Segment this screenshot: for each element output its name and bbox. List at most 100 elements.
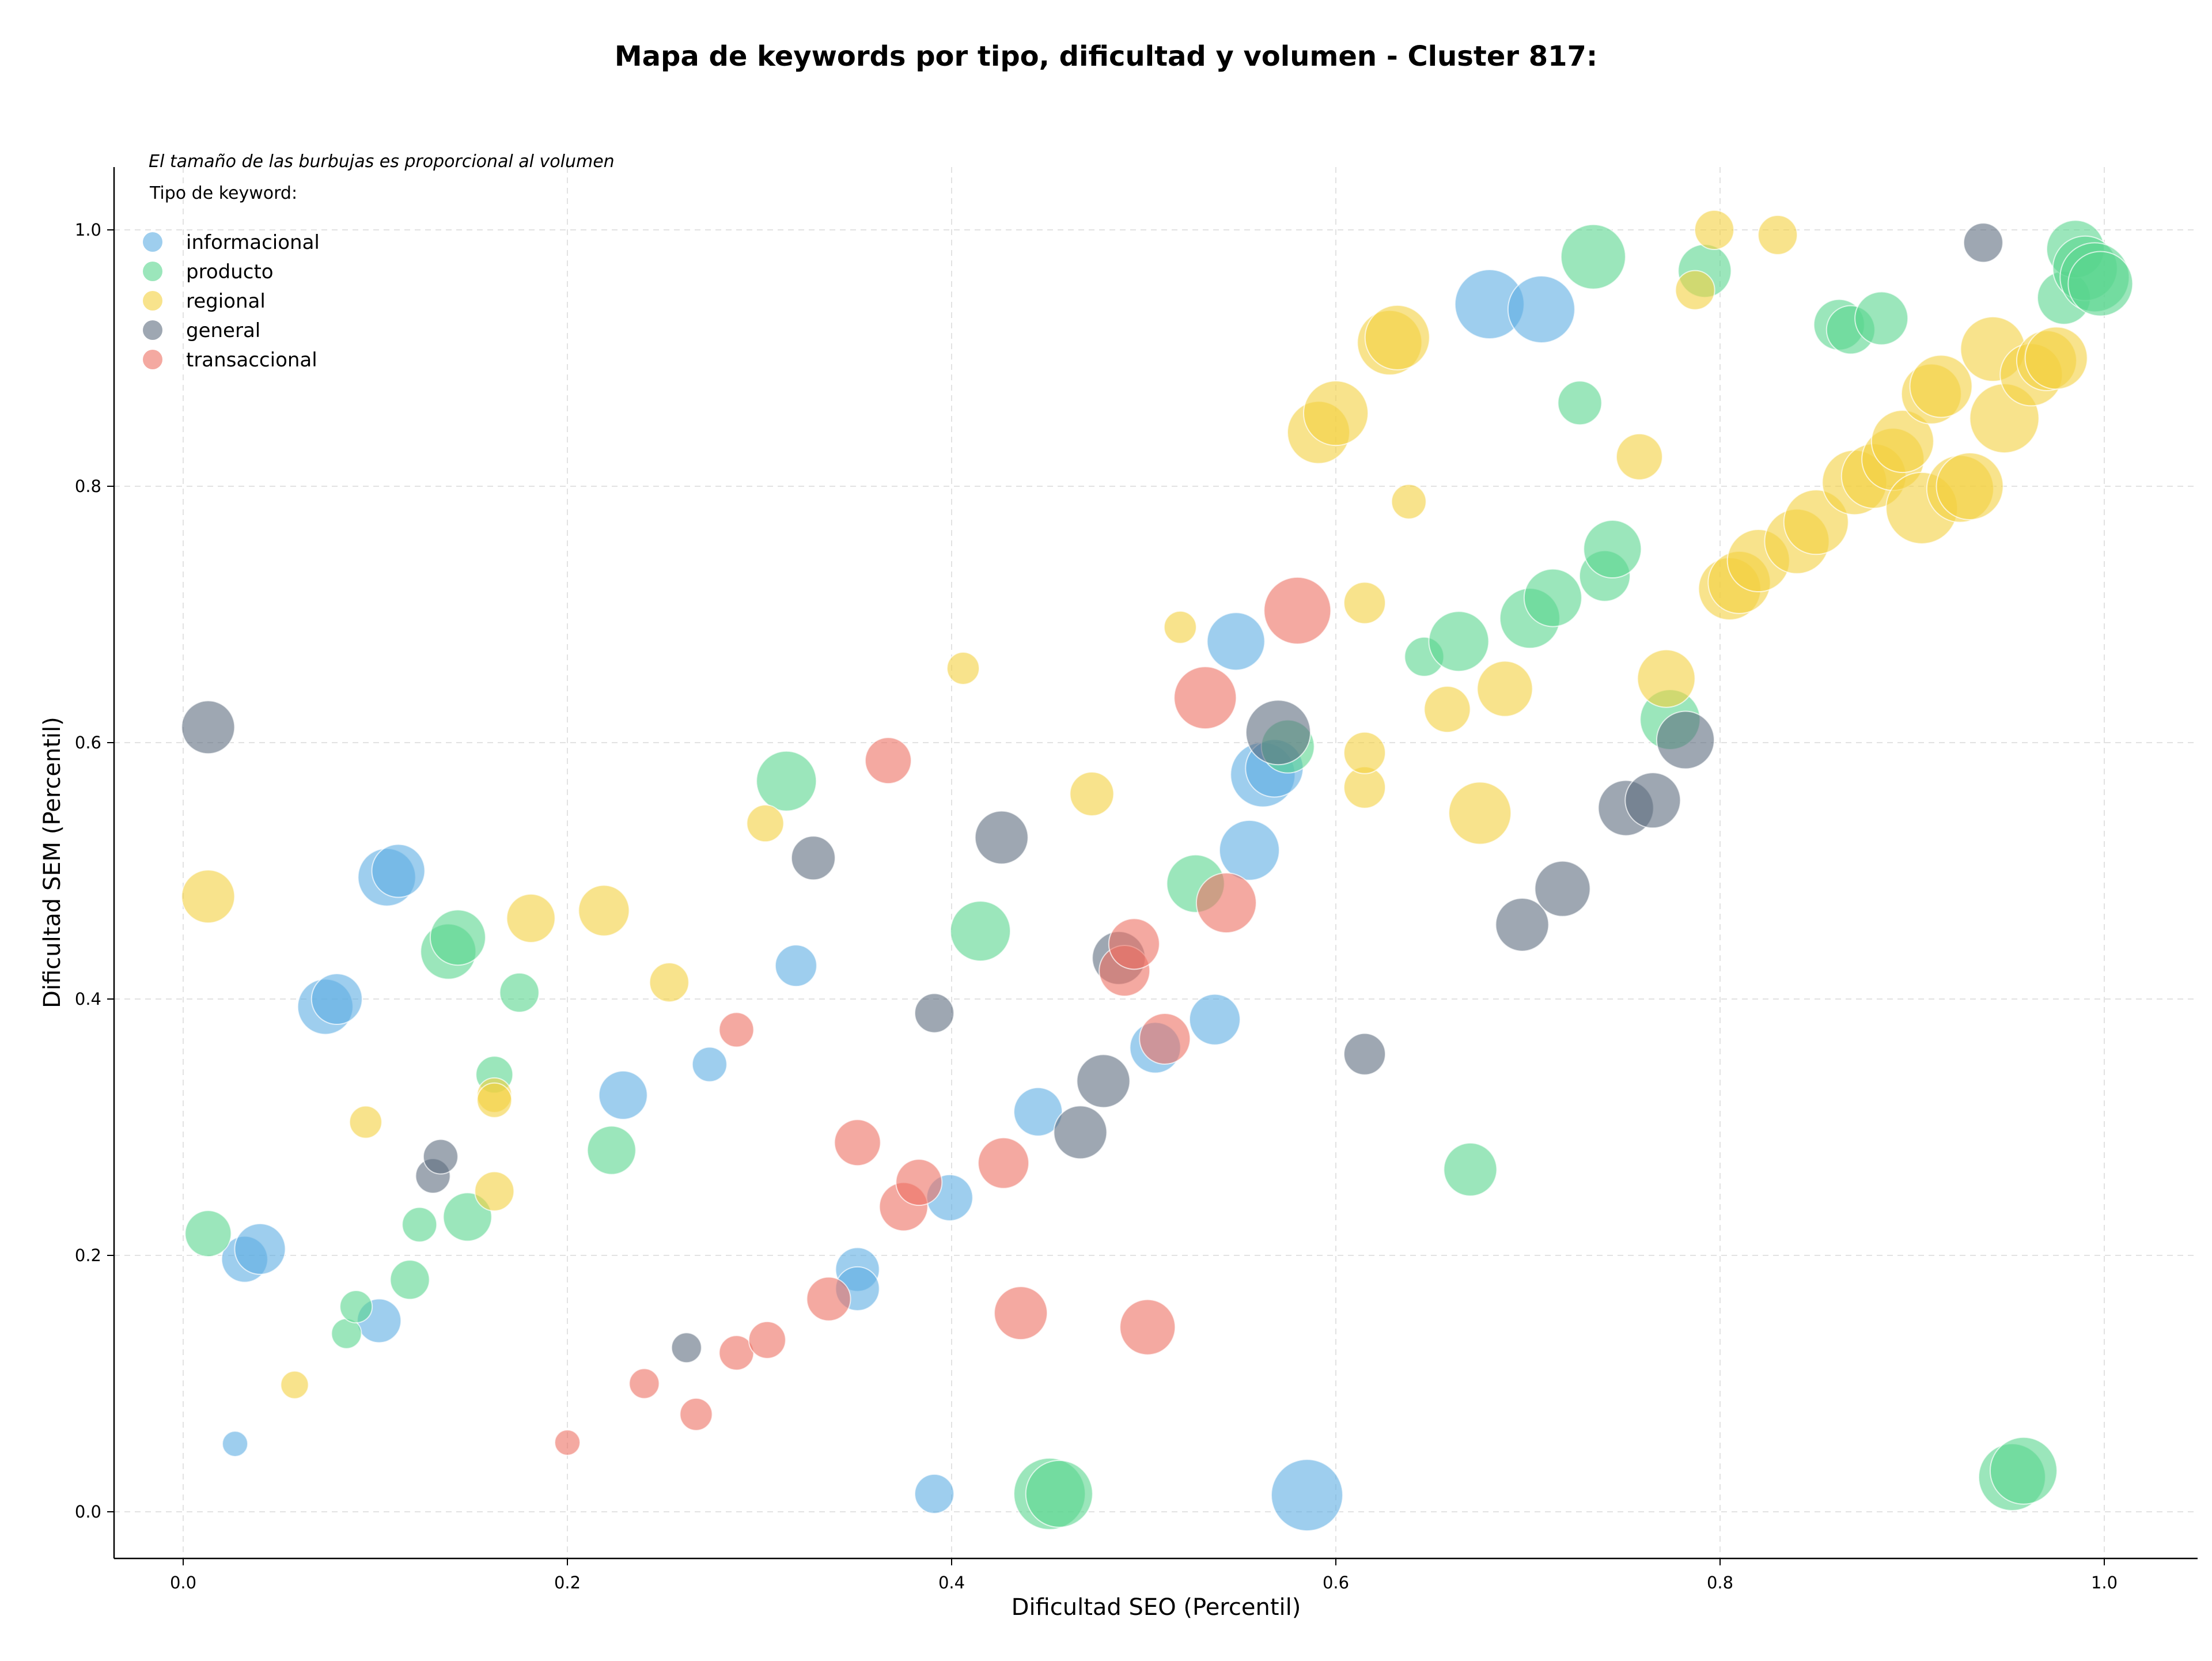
data-point-transaccional [834,1119,881,1167]
x-ticks: 0.0 0.2 0.4 0.6 0.8 1.0 [170,1558,2118,1592]
data-point-producto [1025,1459,1093,1528]
data-point-producto [1989,1436,2058,1505]
y-tick-label: 1.0 [75,220,101,240]
data-point-informacional [914,1473,955,1514]
data-point-producto [756,750,817,812]
data-point-producto [1583,520,1642,579]
data-point-regional [1694,210,1734,250]
legend-label-producto: producto [186,260,274,283]
x-tick-label: 0.4 [938,1573,965,1592]
data-point-regional [1870,410,1934,474]
data-point-producto [389,1259,430,1300]
data-point-regional [474,1171,515,1212]
y-tick-label: 0.8 [75,476,101,496]
data-point-regional [1364,304,1430,370]
legend-title: Tipo de keyword: [149,183,297,203]
data-point-regional [649,962,690,1003]
data-point-regional [1303,380,1369,447]
legend-marker-informacional [143,232,162,252]
x-tick-label: 0.8 [1707,1573,1733,1592]
data-point-regional [746,804,785,843]
data-point-regional [1391,483,1427,520]
legend-label-general: general [186,319,260,342]
legend-marker-general [143,320,162,340]
data-point-informacional [691,1046,728,1083]
data-point-transaccional [978,1137,1030,1189]
data-point-transaccional [1263,576,1332,645]
data-point-transaccional [994,1286,1048,1341]
data-point-general [1245,699,1311,766]
data-point-transaccional [1195,872,1257,934]
data-point-regional [1476,660,1533,717]
data-point-regional [1675,270,1715,311]
data-point-producto [586,1125,637,1175]
data-point-producto [1523,568,1582,627]
data-point-producto [184,1210,232,1258]
data-point-transaccional [1108,918,1160,970]
x-tick-label: 0.2 [554,1573,581,1592]
x-tick-label: 0.6 [1323,1573,1349,1592]
data-point-general [1534,860,1591,917]
data-point-producto [950,901,1012,962]
series-producto [184,220,2134,1530]
data-point-producto [402,1206,438,1243]
data-point-general [422,1138,459,1175]
data-point-producto [339,1290,373,1323]
data-point-informacional [1188,993,1241,1046]
data-point-transaccional [718,1012,755,1048]
x-tick-label: 1.0 [2091,1573,2118,1592]
axes [113,167,2198,1560]
legend-marker-producto [143,262,162,281]
data-points [181,210,2134,1532]
data-point-regional [476,1082,513,1118]
data-point-transaccional [895,1159,943,1206]
legend-label-transaccional: transaccional [186,349,317,372]
data-point-regional [1909,354,1973,418]
data-point-general [671,1332,702,1364]
y-tick-label: 0.6 [75,733,101,752]
y-axis-label: Dificultad SEM (Percentil) [39,717,66,1008]
data-point-producto [429,909,486,966]
legend-marker-transaccional [143,350,162,369]
data-point-transaccional [554,1429,581,1456]
data-point-producto [1428,611,1490,672]
data-point-regional [506,893,556,943]
data-point-regional [578,884,630,937]
legend-marker-regional [143,291,162,311]
data-point-informacional [1013,1087,1063,1137]
data-point-regional [1069,771,1115,816]
data-point-producto [1443,1142,1498,1197]
data-point-regional [1448,781,1512,845]
y-tick-label: 0.2 [75,1246,101,1265]
data-point-regional [946,651,980,685]
data-point-general [1495,897,1550,952]
legend-label-regional: regional [186,290,266,313]
data-point-informacional [1218,819,1280,881]
legend: informacional producto regional general tran… [143,231,320,372]
data-point-general [1624,772,1681,829]
series-transaccional [554,576,1332,1456]
data-point-general [1656,710,1715,770]
data-point-regional [1343,581,1387,625]
data-point-regional [1758,214,1798,255]
data-point-informacional [1270,1459,1343,1532]
data-point-general [1053,1105,1108,1160]
data-point-informacional [774,944,817,987]
data-point-transaccional [679,1397,713,1431]
data-point-informacional [598,1070,648,1120]
data-point-transaccional [1139,1012,1191,1065]
data-point-regional [1343,731,1387,774]
data-point-transaccional [628,1368,660,1399]
data-point-regional [1637,649,1696,708]
data-point-informacional [1206,612,1266,671]
series-regional [181,210,2088,1399]
data-point-producto [1854,291,1909,346]
data-point-informacional [222,1431,249,1458]
data-point-transaccional [1119,1299,1176,1356]
data-point-informacional [371,843,426,898]
y-ticks: 0.0 0.2 0.4 0.6 0.8 1.0 [75,220,114,1522]
data-point-transaccional [1173,666,1237,730]
data-point-general [974,810,1029,865]
data-point-transaccional [748,1321,786,1359]
